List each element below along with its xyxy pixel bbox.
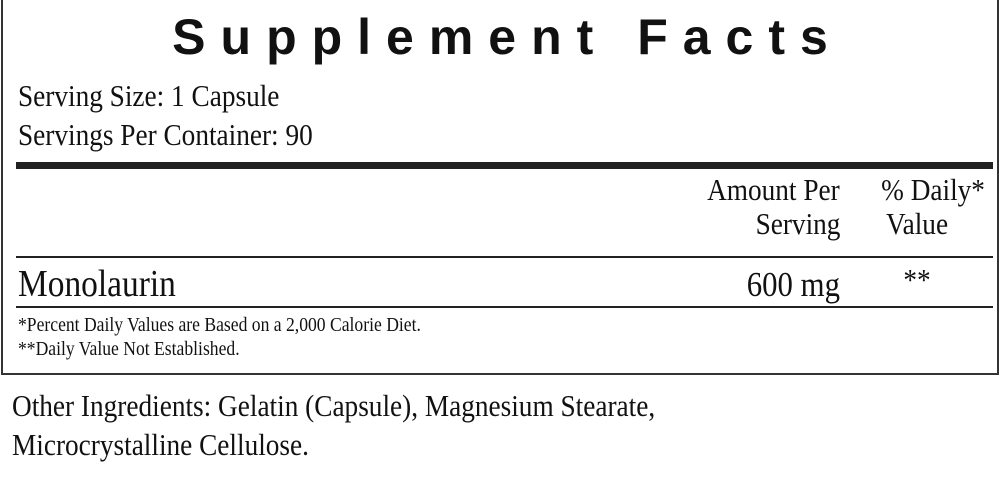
nutrient-amount: 600 mg bbox=[746, 265, 840, 304]
supplement-facts-panel bbox=[1, 0, 999, 375]
servings-per-container: Servings Per Container: 90 bbox=[18, 117, 313, 152]
other-ingredients-line-1: Other Ingredients: Gelatin (Capsule), Ma… bbox=[12, 388, 656, 423]
divider bbox=[16, 306, 993, 308]
footnote-not-established: **Daily Value Not Established. bbox=[18, 338, 240, 360]
footnote-daily-values: *Percent Daily Values are Based on a 2,0… bbox=[18, 314, 421, 336]
thick-divider bbox=[16, 162, 993, 169]
nutrient-name: Monolaurin bbox=[18, 263, 176, 305]
panel-title: Supplement Facts bbox=[172, 9, 843, 65]
serving-size: Serving Size: 1 Capsule bbox=[18, 78, 280, 113]
other-ingredients-line-2: Microcrystalline Cellulose. bbox=[12, 427, 309, 462]
amount-per-header-1: Amount Per bbox=[707, 172, 840, 207]
daily-value-header-2: Value bbox=[885, 206, 949, 241]
nutrient-dv: ** bbox=[903, 262, 931, 297]
amount-per-header-2: Serving bbox=[755, 206, 840, 241]
divider bbox=[16, 256, 993, 258]
daily-value-header-1: % Daily* bbox=[881, 172, 985, 207]
